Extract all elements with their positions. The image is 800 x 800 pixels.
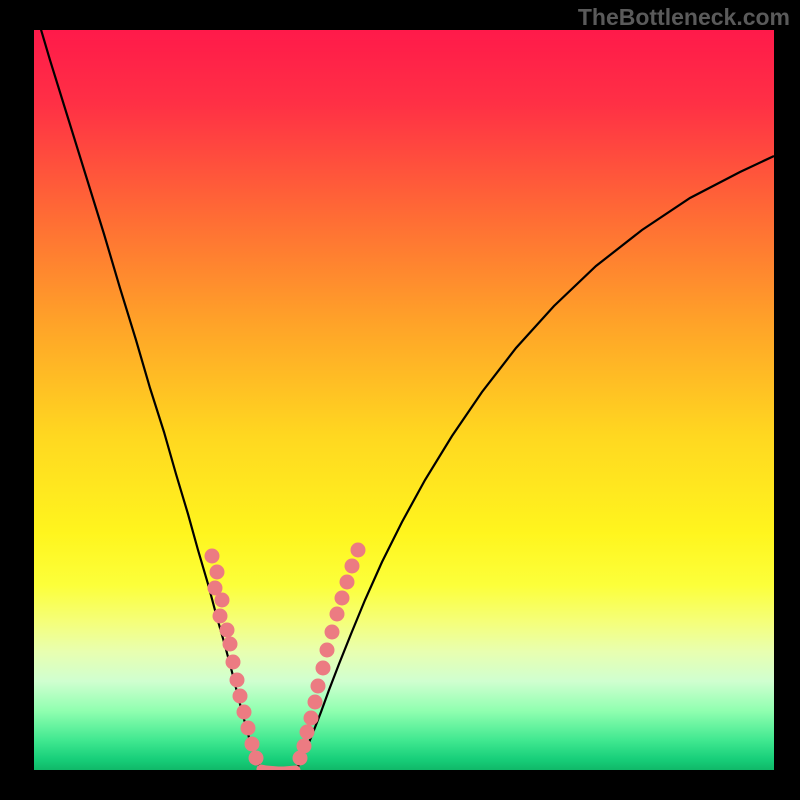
plot-area <box>34 30 774 770</box>
marker-dot <box>226 655 241 670</box>
marker-dot <box>233 689 248 704</box>
watermark: TheBottleneck.com <box>578 4 790 31</box>
marker-dot <box>210 565 225 580</box>
marker-dot <box>300 725 315 740</box>
right-curve <box>295 156 774 770</box>
left-marker-cluster <box>205 549 264 766</box>
marker-dot <box>245 737 260 752</box>
marker-dot <box>304 711 319 726</box>
marker-dot <box>345 559 360 574</box>
marker-dot <box>237 705 252 720</box>
bottom-curve <box>261 769 296 770</box>
marker-dot <box>297 739 312 754</box>
marker-dot <box>330 607 345 622</box>
marker-dot <box>325 625 340 640</box>
marker-dot <box>308 695 323 710</box>
marker-dot <box>311 679 326 694</box>
marker-dot <box>320 643 335 658</box>
marker-dot <box>220 623 235 638</box>
marker-dot <box>340 575 355 590</box>
marker-dot <box>335 591 350 606</box>
marker-dot <box>249 751 264 766</box>
right-marker-cluster <box>293 543 366 766</box>
marker-dot <box>205 549 220 564</box>
marker-dot <box>316 661 331 676</box>
marker-dot <box>351 543 366 558</box>
curve-layer <box>34 30 774 770</box>
marker-dot <box>230 673 245 688</box>
marker-dot <box>241 721 256 736</box>
marker-dot <box>213 609 228 624</box>
marker-dot <box>215 593 230 608</box>
marker-dot <box>223 637 238 652</box>
